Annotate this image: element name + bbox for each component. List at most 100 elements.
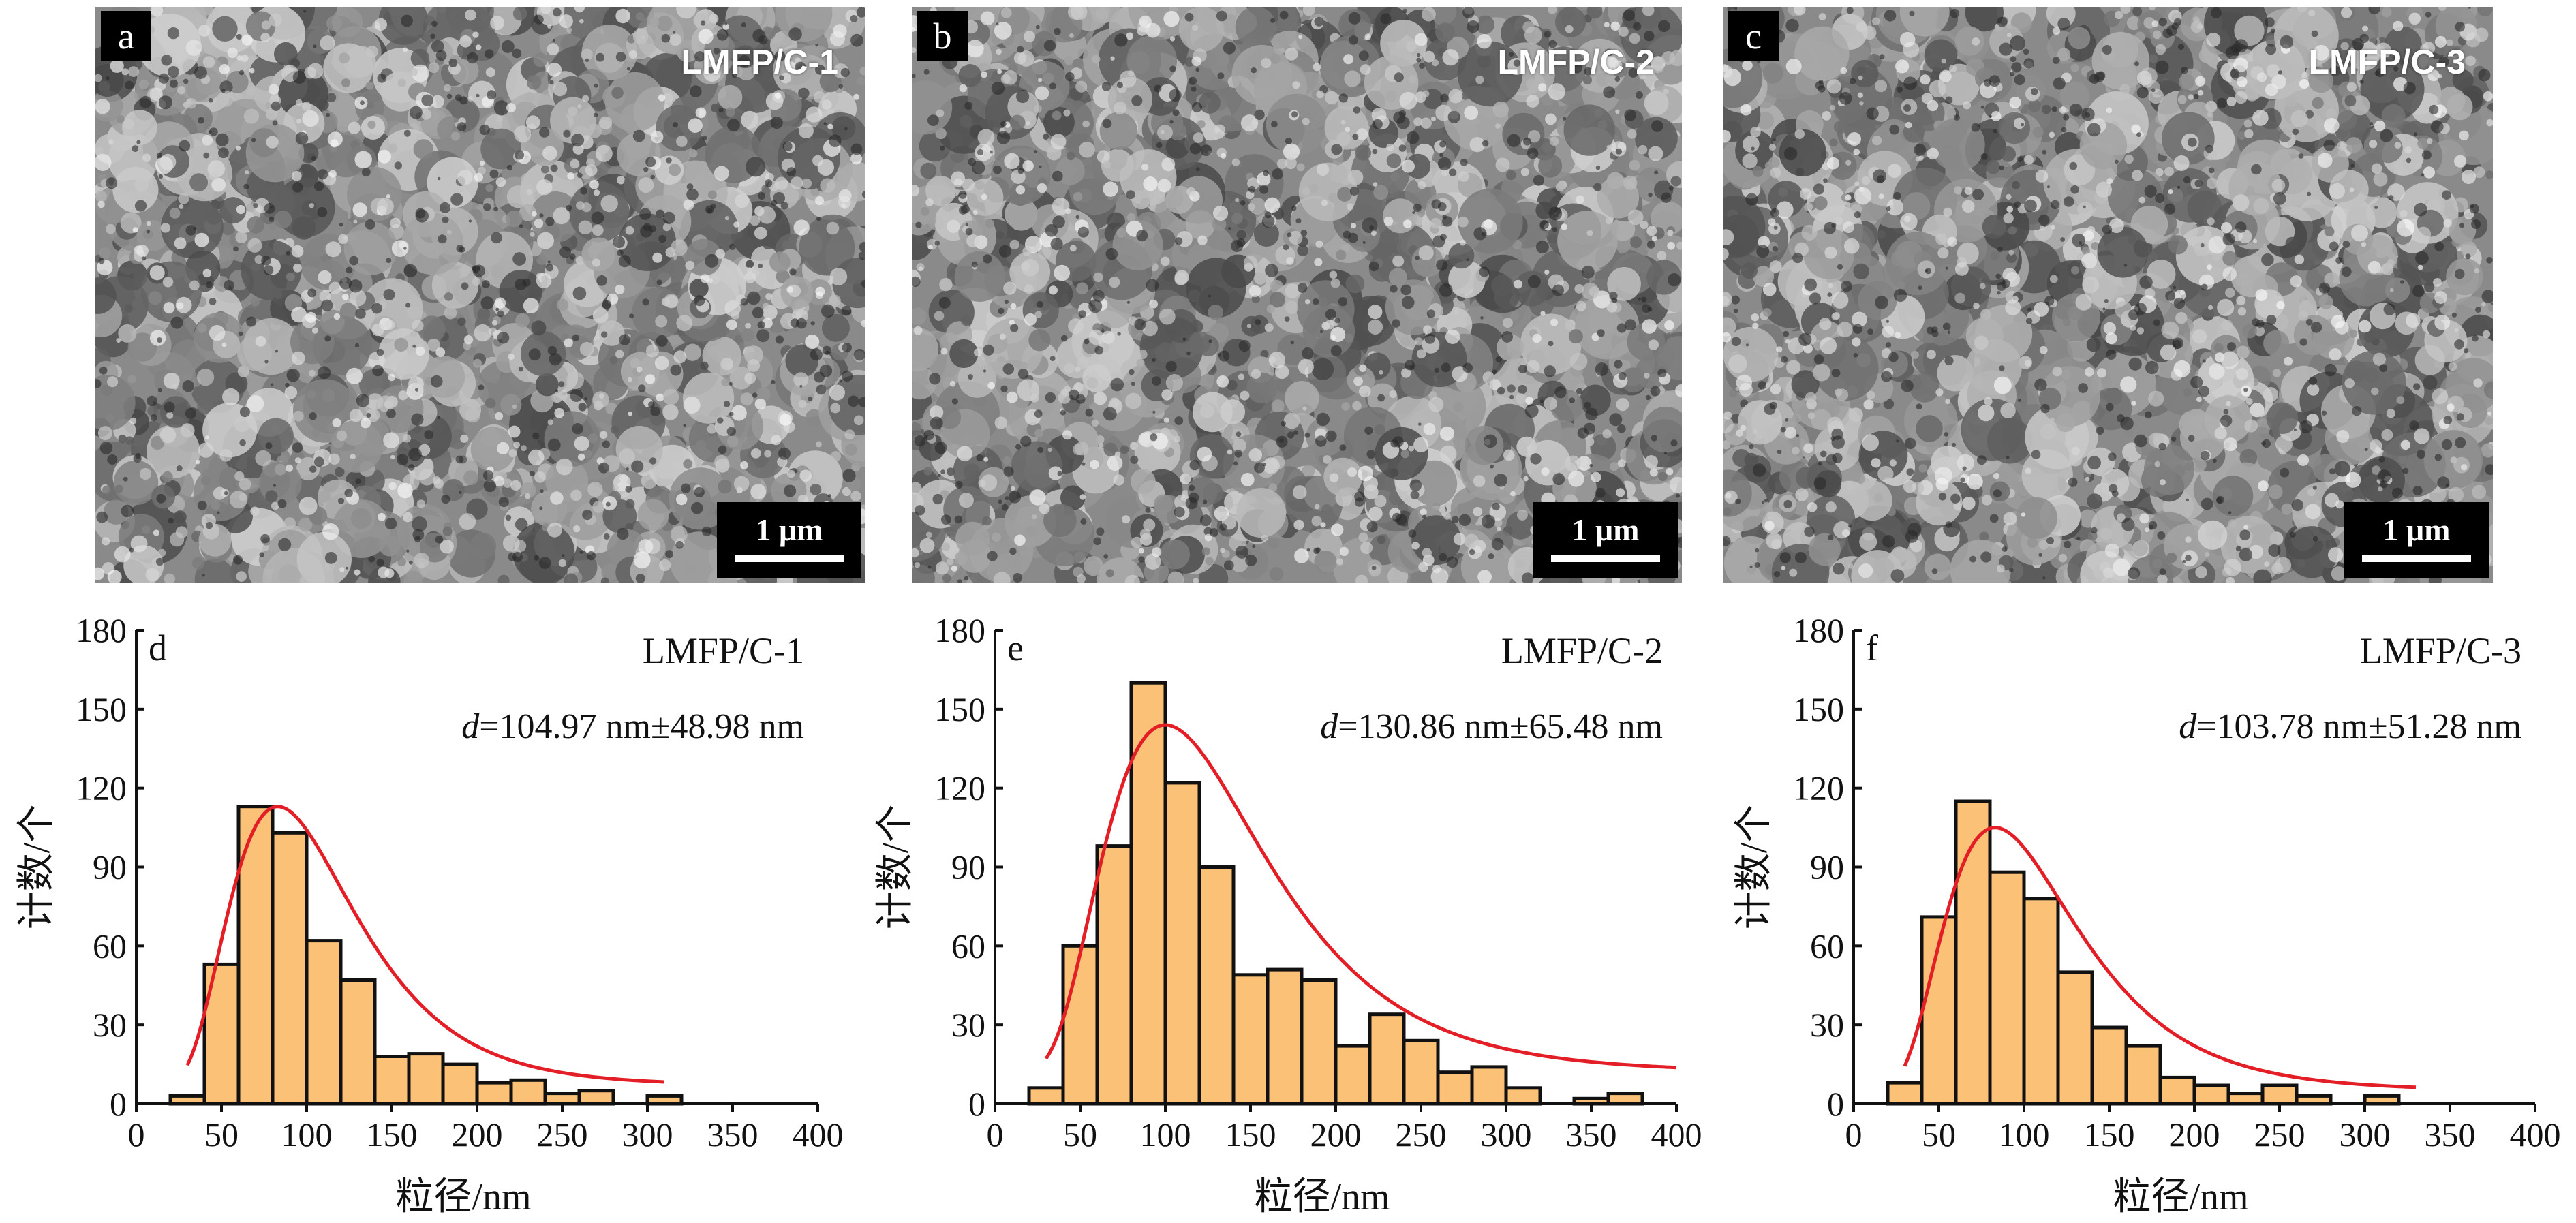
histogram-bar	[1231, 973, 1270, 1106]
y-axis-label: 计数/个	[874, 805, 917, 930]
sem-image-c	[1723, 7, 2493, 583]
panel-letter-e: e	[1007, 628, 1024, 668]
histogram-bar	[2022, 897, 2060, 1106]
sem-title-a: LMFP/C-1	[681, 43, 838, 81]
y-tick-label: 0	[1827, 1085, 1844, 1123]
y-tick-label: 150	[934, 690, 985, 728]
x-tick-label: 150	[367, 1115, 418, 1154]
y-axis-label: 计数/个	[1733, 805, 1775, 930]
x-tick-label: 50	[1922, 1115, 1956, 1154]
y-tick-label: 0	[110, 1085, 127, 1123]
histogram-panel-d: 0 50 100 150 200 250 300 350 400 0 30 60 90 120 150 180…	[0, 596, 852, 1223]
histogram-bar	[305, 939, 343, 1106]
histogram-bar	[441, 1062, 479, 1106]
fit-curve	[1903, 826, 2417, 1089]
histogram-bar	[1606, 1092, 1644, 1106]
sem-title-c: LMFP/C-3	[2308, 43, 2466, 81]
y-tick-label: 90	[93, 848, 127, 886]
panel-letter-d: d	[149, 628, 167, 668]
histogram-chart-e: 0 50 100 150 200 250 300 350 400 0 30 60 90 120 150 180…	[874, 611, 1702, 1218]
panel-letter-c: c	[1728, 11, 1779, 61]
x-tick-label: 200	[452, 1115, 503, 1154]
histogram-bar	[1163, 781, 1201, 1106]
annotation-value: =104.97 nm±48.98 nm	[479, 707, 804, 746]
sample-title-d: LMFP/C-1	[643, 630, 804, 671]
histogram-bar	[2124, 1044, 2162, 1106]
annotation-symbol: d	[2179, 707, 2197, 746]
y-tick-label: 0	[968, 1085, 985, 1123]
histogram-bar	[1300, 978, 1338, 1106]
y-tick-label: 180	[76, 611, 127, 649]
histogram-bar	[1402, 1038, 1440, 1106]
histogram-bar	[2192, 1083, 2230, 1106]
scale-label-c: 1 μm	[2382, 512, 2451, 547]
histogram-bar	[339, 978, 377, 1106]
histogram-bar	[1129, 681, 1167, 1106]
y-tick-label: 150	[1793, 690, 1844, 728]
x-tick-label: 100	[1999, 1115, 2050, 1154]
x-tick-label: 300	[622, 1115, 673, 1154]
x-axis-label: 粒径/nm	[2113, 1176, 2248, 1218]
x-tick-label: 200	[2169, 1115, 2220, 1154]
x-tick-label: 200	[1310, 1115, 1362, 1154]
histogram-bar	[1061, 944, 1099, 1106]
fit-curve	[185, 805, 665, 1084]
x-tick-label: 0	[128, 1115, 145, 1154]
histogram-bar	[2090, 1025, 2128, 1106]
y-tick-label: 60	[93, 927, 127, 965]
x-tick-label: 250	[537, 1115, 588, 1154]
y-tick-label: 60	[951, 927, 985, 965]
x-axis-label: 粒径/nm	[395, 1176, 531, 1218]
histogram-bar	[2226, 1092, 2265, 1106]
histogram-bar	[1436, 1070, 1474, 1106]
x-tick-label: 400	[1651, 1115, 1702, 1154]
sem-panel-c: c LMFP/C-3 1 μm	[1723, 7, 2493, 583]
histogram-bar	[1368, 1012, 1406, 1106]
sem-title-b: LMFP/C-2	[1497, 43, 1655, 81]
x-tick-label: 250	[2254, 1115, 2305, 1154]
histogram-bar	[543, 1092, 581, 1106]
annotation-symbol: d	[1320, 707, 1338, 746]
scale-line-b	[1551, 555, 1660, 562]
histogram-bar	[1954, 799, 1992, 1106]
histogram-bar	[2056, 970, 2094, 1106]
histogram-panel-f: 0 50 100 150 200 250 300 350 400 0 30 60 90 120 150 180…	[1717, 596, 2569, 1223]
histogram-bar	[1027, 1086, 1065, 1106]
size-annotation-d: d=104.97 nm±48.98 nm	[461, 707, 804, 746]
y-tick-label: 150	[76, 690, 127, 728]
x-tick-label: 50	[204, 1115, 239, 1154]
x-tick-label: 350	[1566, 1115, 1617, 1154]
y-tick-label: 30	[93, 1006, 127, 1044]
scale-label-a: 1 μm	[755, 512, 823, 547]
x-tick-label: 100	[1140, 1115, 1191, 1154]
histogram-bar	[1334, 1044, 1372, 1106]
histogram-bar	[1886, 1081, 1924, 1106]
x-tick-label: 150	[2084, 1115, 2135, 1154]
histogram-bar	[577, 1089, 615, 1106]
x-axis-label: 粒径/nm	[1254, 1176, 1390, 1218]
sem-image-a	[95, 7, 865, 583]
y-tick-label: 120	[934, 769, 985, 807]
x-tick-label: 300	[1481, 1115, 1532, 1154]
histogram-bar	[202, 962, 241, 1106]
x-tick-label: 400	[2510, 1115, 2561, 1154]
histogram-chart-f: 0 50 100 150 200 250 300 350 400 0 30 60 90 120 150 180…	[1733, 611, 2561, 1218]
histogram-bar	[509, 1078, 547, 1106]
x-tick-label: 350	[2425, 1115, 2476, 1154]
histogram-bar	[373, 1055, 411, 1106]
sample-title-f: LMFP/C-3	[2360, 630, 2521, 671]
x-tick-label: 150	[1225, 1115, 1276, 1154]
annotation-value: =103.78 nm±51.28 nm	[2196, 707, 2521, 746]
scale-bar-b: 1 μm	[1533, 502, 1678, 578]
y-tick-label: 90	[951, 848, 985, 886]
histogram-bar	[1470, 1065, 1508, 1106]
panel-letter-b: b	[917, 11, 968, 61]
y-axis-label: 计数/个	[16, 805, 58, 930]
annotation-value: =130.86 nm±65.48 nm	[1338, 707, 1663, 746]
y-tick-label: 90	[1810, 848, 1844, 886]
scale-line-a	[735, 555, 844, 562]
sem-panel-a: a LMFP/C-1 1 μm	[95, 7, 865, 583]
size-annotation-e: d=130.86 nm±65.48 nm	[1320, 707, 1663, 746]
y-tick-label: 180	[1793, 611, 1844, 649]
y-tick-label: 120	[76, 769, 127, 807]
